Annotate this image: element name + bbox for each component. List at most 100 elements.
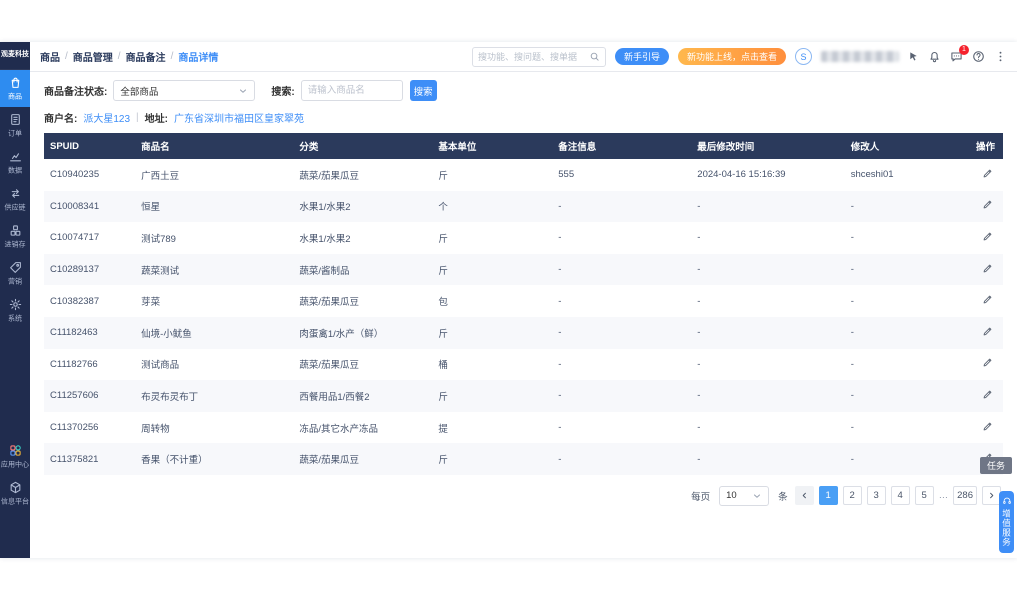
prev-page-button[interactable] <box>794 486 814 506</box>
sidebar-item[interactable]: 营销 <box>0 255 30 292</box>
headset-icon <box>1002 496 1012 506</box>
help-icon[interactable] <box>972 50 985 63</box>
sidebar-item[interactable]: 订单 <box>0 107 30 144</box>
per-page-value: 10 <box>726 490 737 502</box>
sidebar-item-label: 营销 <box>7 277 23 286</box>
guide-button[interactable]: 新手引导 <box>614 48 669 65</box>
keyword-search-label: 搜索: <box>271 87 295 98</box>
page-button[interactable]: 1 <box>818 486 838 506</box>
sidebar-item[interactable]: 系统 <box>0 292 30 329</box>
cell-category: 水果1/水果2 <box>299 202 351 214</box>
edit-icon[interactable] <box>982 326 993 337</box>
table-row: C11370256 周转物 冻品/其它水产冻品 提 - - - <box>44 411 1003 444</box>
sidebar-item[interactable]: 供应链 <box>0 181 30 218</box>
edit-icon[interactable] <box>982 421 993 432</box>
edit-icon[interactable] <box>982 199 993 210</box>
column-header: SPUID <box>50 140 80 152</box>
sidebar-item-label: 应用中心 <box>0 460 30 469</box>
cell-product-name: 周转物 <box>141 423 170 435</box>
cell-unit: 桶 <box>438 360 448 372</box>
inventory-icon <box>9 224 22 237</box>
product-name-input[interactable] <box>300 80 403 101</box>
status-filter-label: 商品备注状态: <box>44 87 108 98</box>
cell-spuid: C11182463 <box>50 327 98 339</box>
edit-icon[interactable] <box>982 389 993 400</box>
edit-icon[interactable] <box>982 263 993 274</box>
page-button[interactable]: 2 <box>842 486 862 506</box>
breadcrumb-separator: / <box>170 51 174 62</box>
breadcrumb-item[interactable]: 商品备注 <box>125 53 166 64</box>
cell-modifier: - <box>850 232 854 244</box>
app-center-icon <box>9 444 22 457</box>
cell-spuid: C11375821 <box>50 453 99 465</box>
table-row: C10008341 恒星 水果1/水果2 个 - - - <box>44 190 1003 223</box>
global-search-input[interactable] <box>477 51 589 62</box>
edit-icon[interactable] <box>982 231 993 242</box>
breadcrumb-item[interactable]: 商品详情 <box>178 53 219 64</box>
cell-category: 蔬菜/茄果瓜豆 <box>299 455 359 467</box>
page-button[interactable]: 3 <box>866 486 886 506</box>
search-button[interactable]: 搜索 <box>409 80 437 101</box>
cell-modifier: - <box>850 295 854 307</box>
supply-chain-icon <box>9 187 22 200</box>
table-row: C10940235 广西土豆 蔬菜/茄果瓜豆 斤 555 2024-04-16 … <box>44 159 1003 191</box>
breadcrumb-item[interactable]: 商品 <box>40 53 60 64</box>
table-row: C11182463 仙境-小鱿鱼 肉蛋禽1/水产（鲜） 斤 - - - <box>44 316 1003 349</box>
pager: 1 2 3 4 5 … 286 <box>794 486 1001 506</box>
table-row: C11375821 香果（不计重） 蔬菜/茄果瓜豆 斤 - - - <box>44 443 1003 475</box>
merchant-info: 商户名: 派大星123 | 地址: 广东省深圳市福田区皇家翠苑 <box>44 109 1003 133</box>
topbar-right: 新手引导 新功能上线，点击查看 S 1 <box>471 45 1007 67</box>
edit-icon[interactable] <box>982 357 993 368</box>
more-icon[interactable] <box>994 50 1007 63</box>
search-icon[interactable] <box>589 51 600 62</box>
merchant-address-label: 地址: <box>144 114 168 125</box>
column-header: 商品名 <box>141 142 170 153</box>
chevron-left-icon <box>800 491 809 500</box>
main-area: 商品 / 商品管理 / 商品备注 / 商品详情 新手引导 新功能上线，点击查看 S 1 <box>30 42 1017 558</box>
breadcrumb: 商品 / 商品管理 / 商品备注 / 商品详情 <box>40 49 218 64</box>
cell-note: - <box>558 264 562 276</box>
edit-icon[interactable] <box>982 294 993 305</box>
sidebar-item[interactable]: 数据 <box>0 144 30 181</box>
merchant-address-link[interactable]: 广东省深圳市福田区皇家翠苑 <box>173 114 304 125</box>
cell-modified-at: 2024-04-16 15:16:39 <box>697 169 786 181</box>
sidebar-item[interactable]: 应用中心 <box>0 438 30 475</box>
announcement-icon[interactable] <box>928 50 941 63</box>
per-page-select[interactable]: 10 <box>719 485 770 506</box>
sidebar-item[interactable]: 信息平台 <box>0 475 30 512</box>
sidebar-item-label: 订单 <box>7 129 23 138</box>
status-filter-select[interactable]: 全部商品 <box>113 80 256 101</box>
message-icon[interactable]: 1 <box>950 45 969 63</box>
chart-icon <box>9 150 22 163</box>
merchant-name-link[interactable]: 派大星123 <box>83 114 131 125</box>
user-name-blurred <box>821 51 899 62</box>
cell-spuid: C11370256 <box>50 422 99 434</box>
breadcrumb-separator: / <box>65 51 68 62</box>
cell-product-name: 测试789 <box>141 233 176 245</box>
cell-product-name: 芽菜 <box>141 297 161 309</box>
table-row: C11182766 测试商品 蔬菜/茄果瓜豆 桶 - - - <box>44 348 1003 381</box>
sidebar-item[interactable]: 商品 <box>0 70 30 107</box>
page-button[interactable]: 5 <box>914 486 934 506</box>
cell-modified-at: - <box>697 200 701 212</box>
pagination: 每页 10 条 1 2 3 4 5 … 286 <box>44 475 1003 517</box>
cell-unit: 斤 <box>438 328 448 340</box>
page-button[interactable]: 4 <box>890 486 910 506</box>
cell-unit: 斤 <box>438 170 448 182</box>
task-floating-tab[interactable]: 任务 <box>979 457 1012 474</box>
sidebar-item-label: 商品 <box>7 92 23 101</box>
cell-product-name: 测试商品 <box>141 360 180 372</box>
cell-spuid: C10008341 <box>50 200 100 212</box>
service-floating-tab[interactable]: 增值服务 <box>999 491 1014 553</box>
sidebar-item[interactable]: 进销存 <box>0 218 30 255</box>
cell-spuid: C11182766 <box>50 358 98 370</box>
new-feature-button[interactable]: 新功能上线，点击查看 <box>677 48 786 65</box>
breadcrumb-item[interactable]: 商品管理 <box>72 53 113 64</box>
avatar[interactable]: S <box>795 48 812 65</box>
edit-icon[interactable] <box>982 168 993 179</box>
cell-note: 555 <box>558 169 575 181</box>
cell-modified-at: - <box>697 232 701 244</box>
global-search-box[interactable] <box>471 46 606 67</box>
last-page-button[interactable]: 286 <box>953 486 977 506</box>
cell-spuid: C10940235 <box>50 169 100 181</box>
